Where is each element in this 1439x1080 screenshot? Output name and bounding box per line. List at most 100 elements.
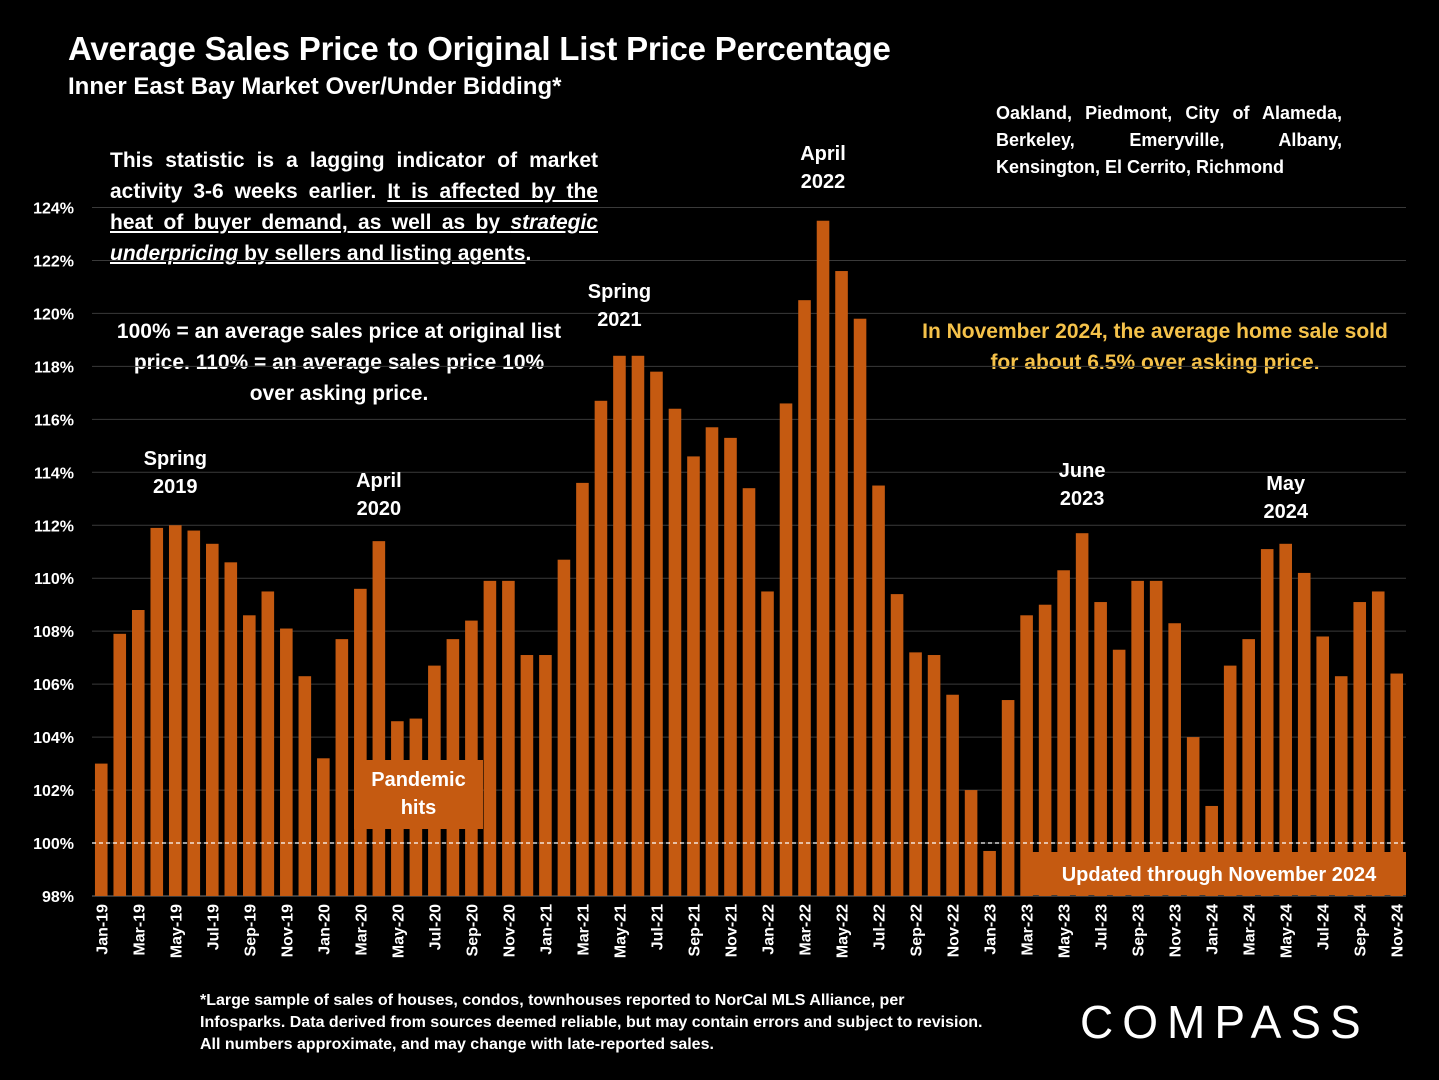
percentage-explanation: 100% = an average sales price at origina… (116, 320, 562, 405)
x-tick-label: Jul-22 (872, 904, 889, 950)
y-tick-label: 100% (33, 836, 74, 853)
x-tick-label: Sep-20 (464, 904, 481, 957)
note1-underlined-1: It is affected by the heat of buyer dema… (110, 180, 598, 234)
x-tick-label: Jan-24 (1205, 904, 1222, 955)
annotation-box-label: Pandemic hits (371, 769, 465, 819)
y-tick-label: 122% (33, 253, 74, 270)
bar (1131, 580, 1144, 896)
x-tick-label: Jul-24 (1316, 904, 1333, 950)
footnote: *Large sample of sales of houses, condos… (200, 992, 983, 1053)
bar (576, 482, 589, 896)
x-tick-label: Nov-19 (279, 904, 296, 957)
bar (687, 456, 700, 896)
x-tick-label: Sep-24 (1353, 904, 1370, 957)
compass-logo: COMPASS (1080, 996, 1370, 1048)
bar (465, 620, 478, 896)
bar (1316, 636, 1330, 896)
bar (1168, 623, 1181, 896)
lagging-indicator-note: This statistic is a lagging indicator of… (110, 145, 598, 269)
x-tick-label: Nov-24 (1390, 904, 1407, 957)
y-tick-label: 102% (33, 783, 74, 800)
annotations: Spring 2019 April 2020 Spring 2021 April 2022 Ju… (144, 143, 1309, 523)
bar (1334, 676, 1348, 896)
x-tick-label: Jan-23 (983, 904, 1000, 955)
bar (927, 655, 941, 896)
y-tick-label: 118% (34, 359, 74, 376)
bar (816, 220, 830, 896)
bar (113, 633, 127, 896)
annotation-line: June (1059, 460, 1106, 482)
y-tick-label: 114% (34, 465, 74, 482)
annotation-line: May (1266, 473, 1306, 495)
x-tick-label: Jan-20 (316, 904, 333, 955)
bar (724, 437, 737, 896)
x-tick-label: Jul-19 (205, 904, 222, 950)
x-tick-label: May-20 (390, 904, 407, 958)
y-tick-label: 120% (33, 306, 74, 323)
bar (1001, 700, 1015, 896)
annotation-line: Spring (144, 448, 207, 470)
bar (1279, 543, 1292, 896)
bar (1297, 572, 1311, 896)
bar (224, 562, 238, 896)
bar (1260, 549, 1274, 896)
bar (1094, 602, 1107, 896)
bar (187, 530, 201, 896)
x-tick-label: Nov-22 (946, 904, 963, 957)
bar (835, 271, 848, 896)
peak-annotation: Spring 2021 (588, 281, 651, 331)
bar (539, 655, 552, 896)
annotation-line: 2023 (1060, 488, 1105, 510)
x-tick-label: Sep-22 (909, 904, 926, 957)
bar (1057, 570, 1070, 896)
annotation-line: 2019 (153, 476, 198, 498)
bar (1075, 533, 1089, 896)
chart-title: Average Sales Price to Original List Pri… (68, 30, 891, 67)
x-tick-label: Jan-19 (94, 904, 111, 955)
y-axis-ticks: 98% 100% 102% 104% 106% 108% 110% 112% 114% 116% 1… (33, 200, 74, 906)
y-tick-label: 112% (34, 518, 74, 535)
annotation-box (354, 760, 483, 829)
bar (890, 594, 904, 896)
peak-annotation: Spring 2019 (144, 448, 207, 498)
x-tick-label: May-24 (1279, 904, 1296, 958)
x-tick-label: May-19 (168, 904, 185, 958)
bar (798, 300, 811, 897)
bar (1020, 615, 1033, 896)
x-tick-label: Jul-21 (649, 904, 666, 950)
y-tick-label: 110% (34, 571, 74, 588)
bar (946, 694, 959, 896)
x-tick-label: Sep-23 (1131, 904, 1148, 957)
bar (779, 403, 793, 896)
x-tick-label: Nov-20 (501, 904, 518, 957)
peak-annotation: April 2020 (356, 470, 402, 520)
annotation-line: Spring (588, 281, 651, 303)
bar (761, 591, 774, 896)
bar (650, 371, 663, 897)
x-tick-label: Mar-21 (575, 904, 592, 956)
x-tick-label: Jul-20 (427, 904, 444, 950)
note1-end: . (525, 242, 532, 265)
bar (131, 610, 145, 896)
bar (94, 763, 108, 896)
y-tick-label: 108% (33, 624, 74, 641)
x-tick-label: Jan-22 (761, 904, 778, 955)
bar (354, 588, 367, 896)
annotation-box-label: Updated through November 2024 (1062, 864, 1377, 886)
note1-underlined-2: by sellers and listing agents (238, 242, 526, 265)
peak-annotation: May 2024 (1263, 473, 1308, 523)
bar (1149, 580, 1163, 896)
peak-annotation: April 2022 (800, 143, 846, 193)
annotation-line: 2021 (597, 309, 642, 331)
x-tick-label: Mar-23 (1020, 904, 1037, 956)
annotation-boxes: Pandemic hits Updated through November 202… (354, 760, 1406, 895)
y-tick-label: 104% (33, 730, 74, 747)
x-tick-label: Sep-19 (242, 904, 259, 957)
peak-annotation: June 2023 (1059, 460, 1106, 510)
bar (613, 355, 626, 896)
annotation-line: April (800, 143, 846, 165)
bar (909, 652, 922, 896)
annotation-box (1022, 852, 1406, 895)
box-line: Updated through November 2024 (1062, 864, 1377, 886)
